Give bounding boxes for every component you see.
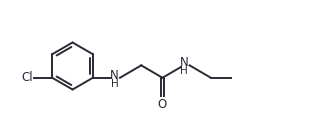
Text: H: H — [111, 79, 118, 89]
Text: Cl: Cl — [22, 71, 33, 84]
Text: O: O — [158, 98, 167, 111]
Text: N: N — [110, 69, 119, 82]
Text: H: H — [180, 66, 188, 76]
Text: N: N — [180, 56, 188, 69]
